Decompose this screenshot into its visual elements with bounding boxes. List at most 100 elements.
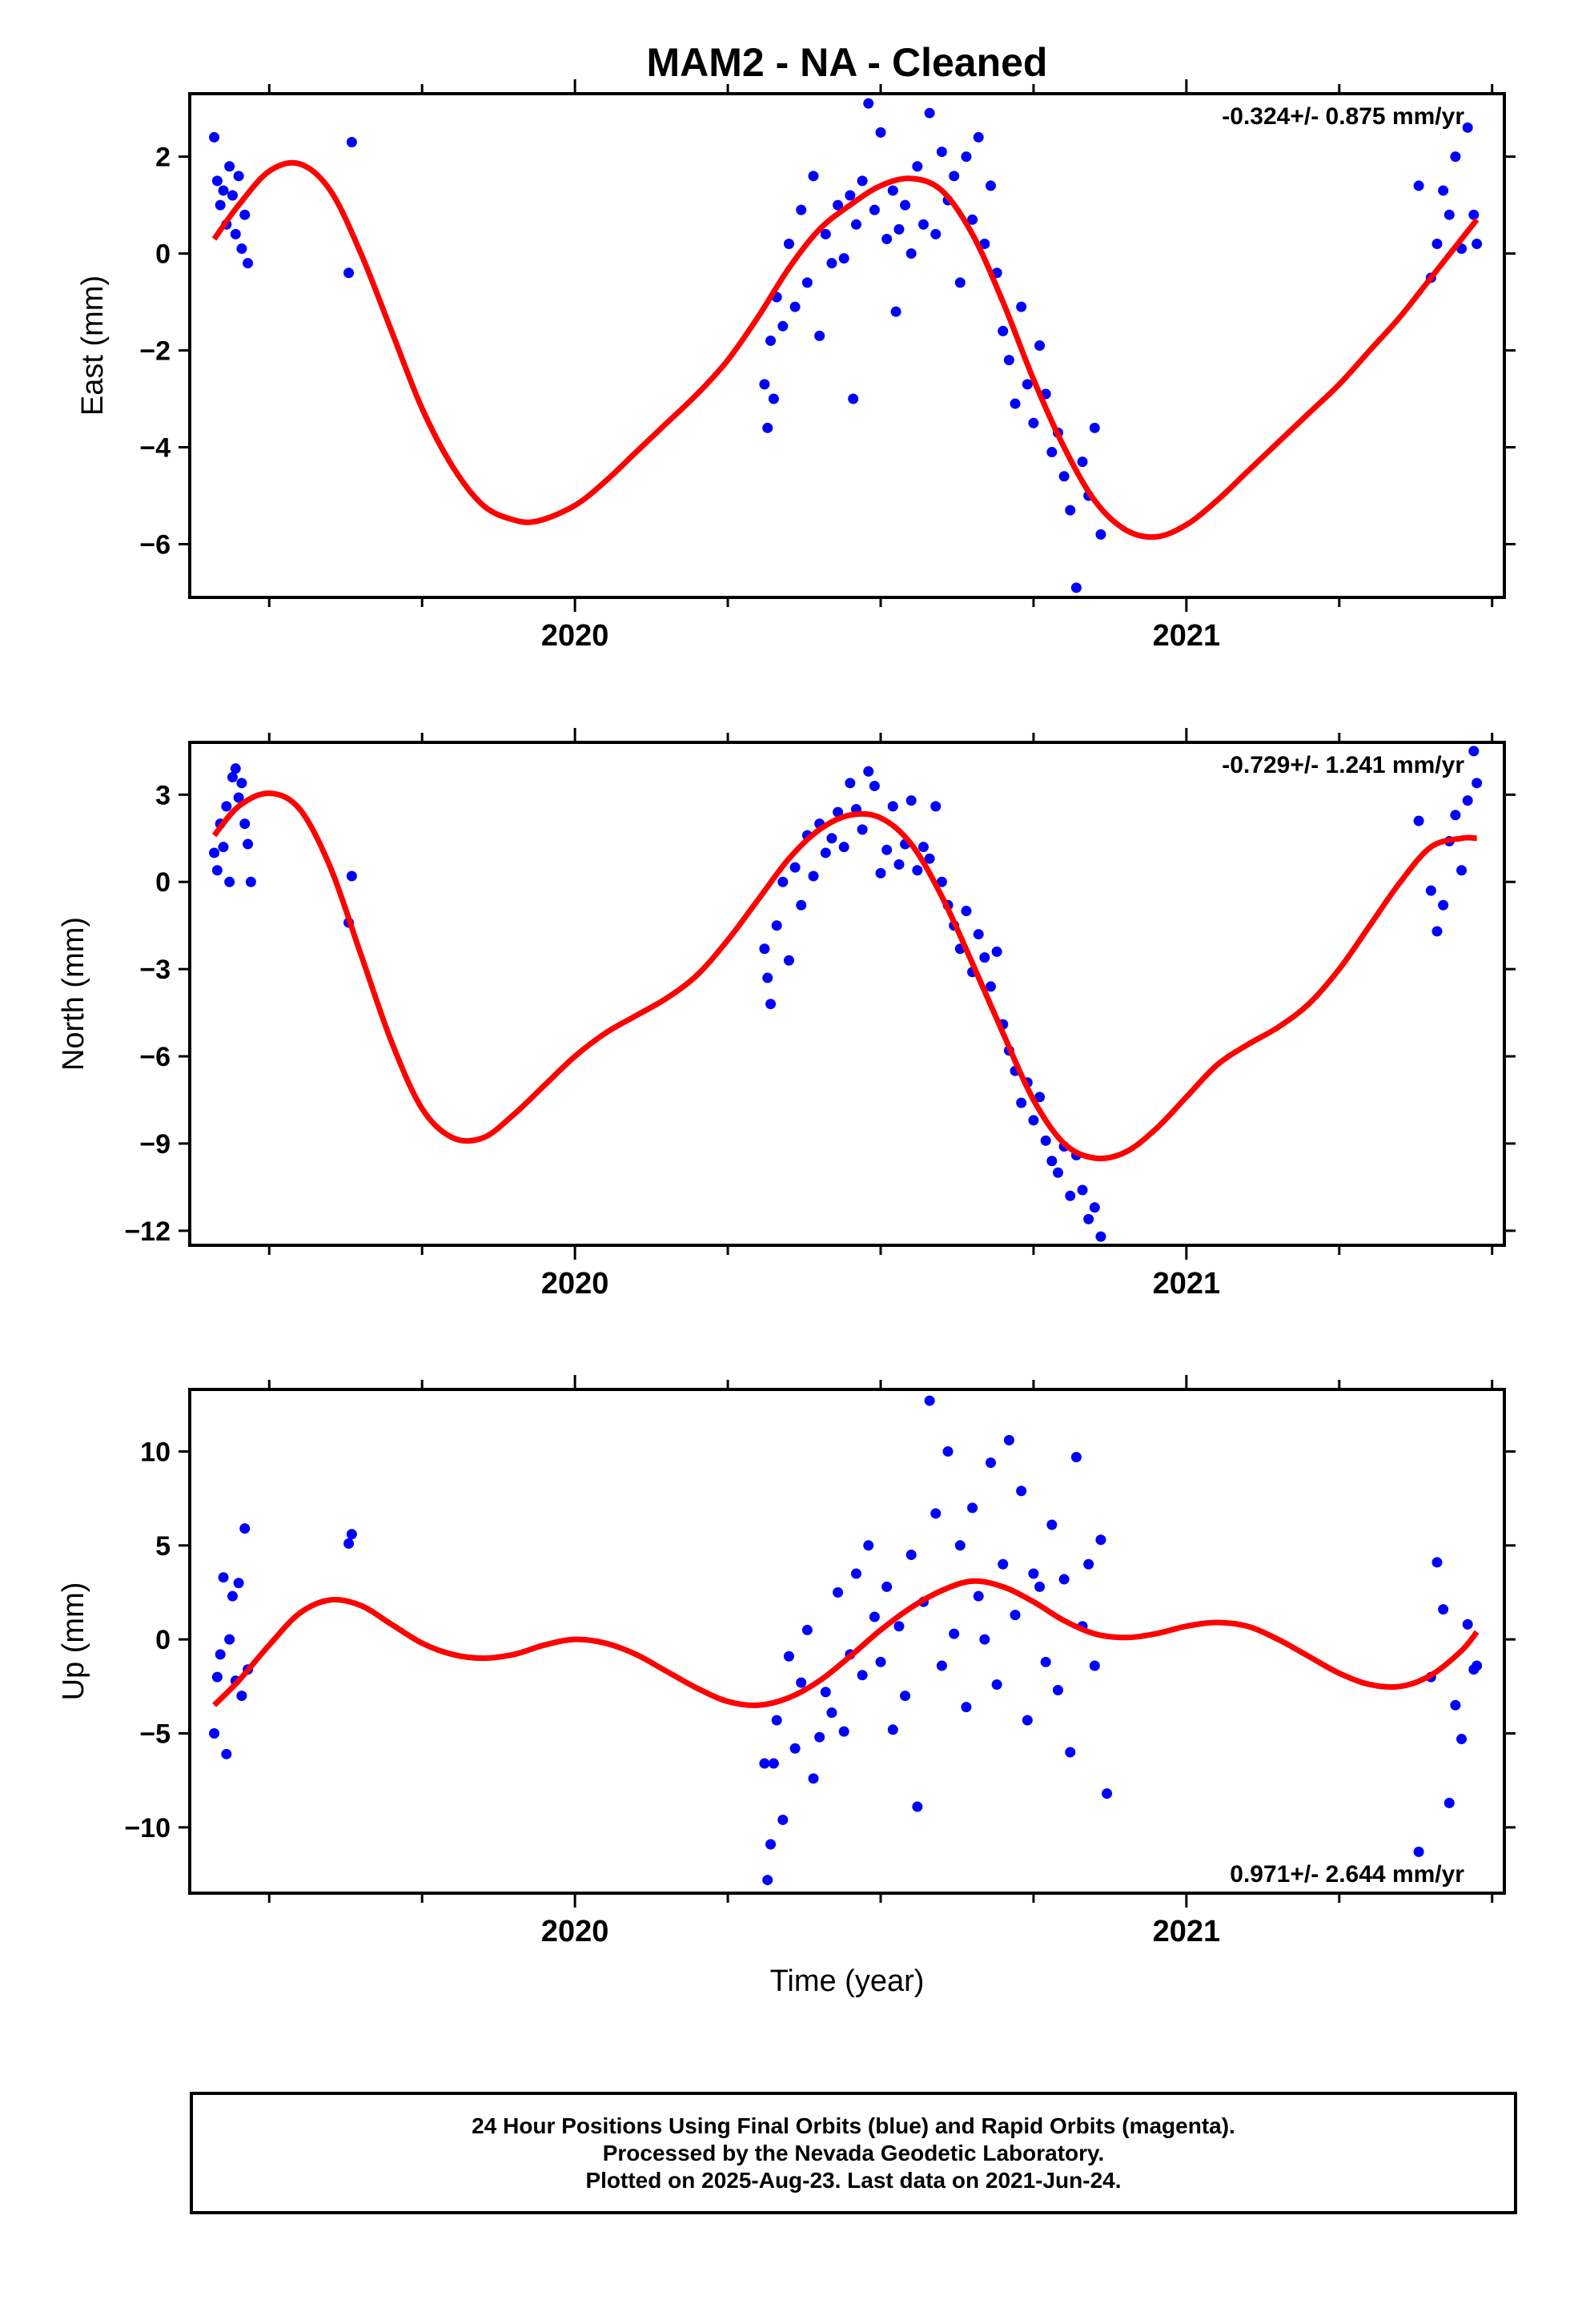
data-point (768, 1758, 779, 1769)
y-tick-label: −9 (139, 1129, 171, 1160)
data-point (1438, 1604, 1449, 1615)
data-point (924, 1395, 935, 1406)
data-point (1083, 1558, 1094, 1570)
fit-curve (211, 159, 1480, 541)
data-point (1431, 238, 1443, 249)
plot-area (209, 746, 1483, 1242)
data-point (243, 258, 254, 269)
data-point (930, 228, 942, 239)
data-point (838, 842, 849, 853)
data-point (783, 955, 794, 966)
data-point (845, 190, 856, 201)
data-point (777, 320, 789, 332)
data-point (801, 1624, 813, 1635)
data-point (245, 876, 256, 887)
data-point (924, 853, 935, 864)
data-point (768, 393, 779, 404)
data-point (239, 209, 251, 220)
data-point (762, 1875, 773, 1886)
data-point (230, 763, 241, 774)
data-point (869, 204, 880, 215)
data-point (808, 171, 819, 182)
data-point (985, 981, 996, 992)
data-point (224, 1634, 235, 1645)
data-point (1462, 795, 1473, 806)
data-point (863, 766, 874, 777)
data-point (759, 379, 770, 390)
data-point (1003, 1434, 1014, 1445)
data-point (998, 325, 1009, 336)
data-point (1028, 417, 1039, 428)
data-point (796, 1677, 807, 1688)
data-point (979, 238, 990, 249)
data-point (1413, 1846, 1424, 1857)
data-point (1443, 209, 1455, 220)
data-point (1016, 1097, 1027, 1108)
y-tick-label: −10 (124, 1813, 171, 1844)
data-point (1450, 151, 1461, 163)
data-point (857, 1670, 868, 1681)
data-point (881, 1581, 893, 1592)
data-point (930, 1508, 942, 1519)
data-point (887, 801, 898, 812)
y-tick-label: 0 (155, 1625, 171, 1655)
footer-caption-box: 24 Hour Positions Using Final Orbits (bl… (190, 2092, 1517, 2214)
data-point (1065, 1190, 1076, 1201)
y-axis-label: Up (mm) (57, 1582, 90, 1701)
data-point (346, 1529, 357, 1540)
x-tick-label: 2020 (541, 619, 609, 653)
data-point (1431, 1557, 1443, 1568)
data-point (949, 1628, 960, 1639)
data-point (239, 1523, 251, 1534)
data-point (789, 301, 801, 312)
data-point (893, 1621, 905, 1632)
data-point (1040, 1656, 1051, 1667)
data-point (863, 98, 874, 109)
data-point (1028, 1115, 1039, 1126)
data-point (875, 867, 886, 879)
data-point (961, 906, 972, 917)
y-tick-label: −5 (139, 1719, 171, 1750)
data-point (783, 238, 794, 249)
data-point (973, 131, 984, 143)
footer-line-3: Plotted on 2025-Aug-23. Last data on 202… (585, 2168, 1122, 2193)
data-point (771, 920, 782, 931)
data-point (850, 1568, 861, 1579)
data-point (1095, 529, 1106, 540)
data-point (221, 1748, 232, 1759)
data-point (1468, 746, 1480, 757)
data-point (936, 876, 947, 887)
x-axis-label: Time (year) (770, 1964, 925, 1998)
y-axis-label: East (mm) (76, 275, 110, 416)
data-point (912, 1801, 923, 1812)
data-point (936, 147, 947, 158)
panel-east: −6 −4 −2 0 2 2020 2021 East (mm) -0.324+/- 0.875… (76, 79, 1516, 653)
x-tick-label: 2021 (1153, 619, 1221, 653)
data-point (801, 277, 813, 288)
panel-frame (188, 741, 1506, 1247)
data-point (233, 171, 244, 182)
data-point (783, 1651, 794, 1662)
data-point (881, 844, 893, 855)
y-tick-label: −12 (124, 1216, 171, 1247)
data-point (924, 107, 935, 119)
data-point (973, 929, 984, 940)
velocity-annotation: -0.729+/- 1.241 mm/yr (1222, 752, 1464, 778)
y-tick-label: −3 (139, 955, 171, 985)
data-point (1456, 1734, 1468, 1745)
data-point (905, 1550, 917, 1561)
data-point (1040, 1135, 1051, 1146)
data-point (227, 190, 238, 201)
data-point (833, 1586, 844, 1598)
data-point (1443, 1797, 1455, 1808)
data-point (1010, 1610, 1021, 1621)
data-point (765, 999, 777, 1010)
data-point (789, 1743, 801, 1754)
data-point (1065, 1747, 1076, 1758)
data-point (1089, 1660, 1100, 1671)
data-point (243, 838, 254, 850)
data-point (1425, 885, 1436, 896)
data-point (1438, 899, 1449, 911)
fit-curve (212, 1578, 1480, 1708)
panel-frame (188, 92, 1506, 599)
